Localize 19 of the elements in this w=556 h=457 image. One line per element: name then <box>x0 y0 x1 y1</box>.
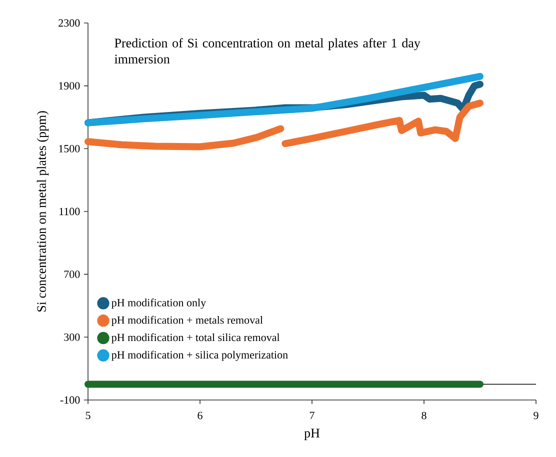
y-tick-label: -100 <box>60 396 80 404</box>
legend-label: pH modification + metals removal <box>112 316 263 326</box>
x-tick-label: 6 <box>198 412 202 420</box>
text: Prediction of Si concentration on metal plates after 1 day immersion <box>114 38 420 64</box>
y-tick-label: 1100 <box>60 208 80 216</box>
x-axis-title: pH <box>304 428 320 440</box>
y-tick-label: 1900 <box>59 82 80 90</box>
x-tick-label: 9 <box>534 412 538 420</box>
legend-label: pH modification only <box>112 298 206 309</box>
x-tick-label: 7 <box>310 412 314 420</box>
x-tick-label: 5 <box>86 412 90 420</box>
x-tick-label: 8 <box>422 412 426 420</box>
legend-label: pH modification + total silica removal <box>112 333 280 344</box>
y-axis-title: Si concentration on metal plates (ppm) <box>36 111 49 312</box>
y-tick-label: 300 <box>64 333 80 341</box>
y-tick-label: 2300 <box>58 19 80 27</box>
y-tick-label: 700 <box>64 270 80 278</box>
legend-label: pH modification + silica polymerization <box>112 350 288 361</box>
y-tick-label: 1500 <box>59 144 80 152</box>
